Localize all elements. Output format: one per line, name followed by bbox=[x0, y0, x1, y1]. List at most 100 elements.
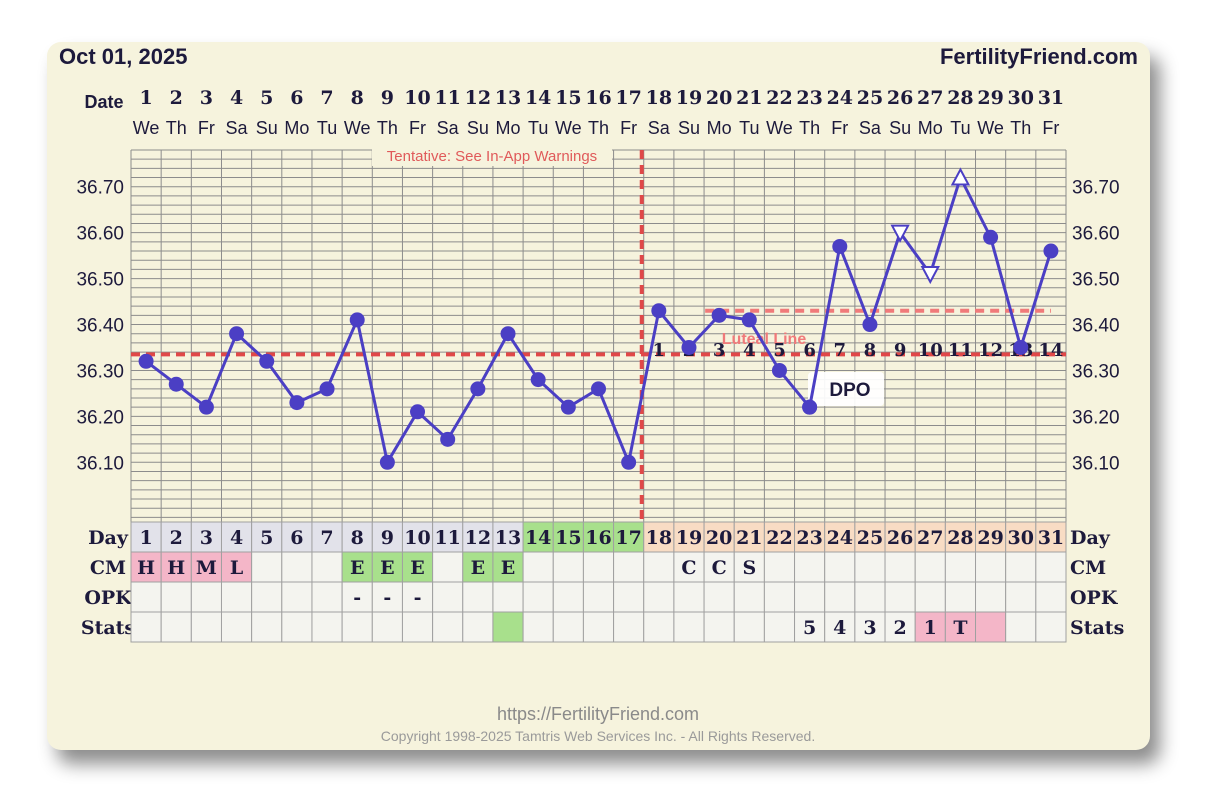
cm-value: C bbox=[681, 557, 696, 579]
temperature-point-open[interactable] bbox=[890, 224, 910, 243]
date-number: 20 bbox=[706, 87, 732, 109]
temperature-point[interactable] bbox=[591, 381, 606, 397]
dpo-number: 5 bbox=[773, 340, 786, 361]
weekday-label: We bbox=[977, 118, 1004, 138]
row-label-right-cm: CM bbox=[1070, 557, 1106, 579]
y-tick-left: 36.50 bbox=[76, 270, 124, 291]
opk-cell bbox=[462, 581, 494, 613]
temperature-point-open[interactable] bbox=[920, 266, 940, 285]
temperature-point[interactable] bbox=[711, 307, 727, 323]
temperature-point[interactable] bbox=[983, 229, 999, 245]
cm-cell bbox=[371, 551, 403, 583]
temperature-point[interactable] bbox=[470, 381, 486, 397]
dpo-number: 4 bbox=[743, 340, 756, 361]
temperature-point[interactable] bbox=[168, 376, 184, 392]
opk-cell bbox=[703, 581, 735, 613]
temperature-point[interactable] bbox=[560, 399, 576, 415]
day-value: 17 bbox=[615, 527, 641, 549]
stats-cell bbox=[673, 611, 705, 643]
temperature-point[interactable] bbox=[681, 339, 697, 355]
temperature-point[interactable] bbox=[440, 431, 456, 447]
temperature-point[interactable] bbox=[530, 372, 546, 388]
weekday-label: Sa bbox=[648, 118, 671, 138]
temperature-point[interactable] bbox=[832, 238, 848, 254]
day-cell bbox=[341, 521, 373, 553]
temperature-point[interactable] bbox=[259, 353, 275, 369]
opk-cell bbox=[673, 581, 705, 613]
temperature-point[interactable] bbox=[138, 353, 154, 369]
weekday-label: Tu bbox=[950, 118, 970, 138]
temperature-point[interactable] bbox=[319, 381, 335, 397]
temperature-point[interactable] bbox=[379, 454, 395, 470]
y-tick-left: 36.40 bbox=[76, 316, 124, 337]
temperature-point[interactable] bbox=[771, 362, 787, 378]
row-label-right-opk: OPK bbox=[1070, 587, 1119, 609]
cm-cell bbox=[1035, 551, 1067, 583]
temperature-point[interactable] bbox=[802, 399, 818, 415]
day-cell bbox=[160, 521, 192, 553]
opk-cell bbox=[884, 581, 916, 613]
temperature-point[interactable] bbox=[229, 326, 245, 342]
weekday-label: Sa bbox=[226, 118, 249, 138]
temperature-point[interactable] bbox=[621, 454, 637, 470]
day-value: 22 bbox=[766, 527, 792, 549]
cm-value: H bbox=[167, 557, 185, 579]
temperature-point[interactable] bbox=[289, 395, 305, 411]
weekday-label: Su bbox=[678, 118, 700, 138]
stats-cell bbox=[582, 611, 615, 643]
cm-value: E bbox=[410, 557, 424, 579]
opk-cell bbox=[251, 581, 283, 613]
opk-cell bbox=[613, 581, 645, 613]
stats-value: T bbox=[953, 617, 967, 639]
tentative-bg bbox=[372, 144, 612, 166]
day-value: 19 bbox=[676, 527, 702, 549]
cm-cell bbox=[190, 551, 222, 583]
day-value: 26 bbox=[887, 527, 913, 549]
row-label-left-day: Day bbox=[88, 527, 129, 549]
weekday-label: We bbox=[133, 118, 160, 138]
temperature-point[interactable] bbox=[1043, 243, 1059, 259]
temperature-point[interactable] bbox=[651, 303, 667, 319]
row-label-right-stats: Stats bbox=[1070, 617, 1124, 639]
day-cell bbox=[1035, 521, 1067, 553]
temperature-point[interactable] bbox=[500, 326, 516, 342]
weekday-label: Fr bbox=[409, 118, 426, 138]
temperature-point[interactable] bbox=[862, 317, 878, 333]
stats-value: 5 bbox=[803, 617, 816, 639]
stats-cell bbox=[432, 611, 464, 643]
day-cell bbox=[733, 521, 765, 553]
temperature-point[interactable] bbox=[1013, 339, 1029, 355]
weekday-label: We bbox=[555, 118, 582, 138]
cm-cell bbox=[975, 551, 1007, 583]
stats-cell bbox=[975, 611, 1007, 643]
y-tick-right: 36.20 bbox=[1072, 407, 1120, 428]
temperature-point[interactable] bbox=[741, 312, 757, 328]
dpo-number: 1 bbox=[653, 340, 666, 361]
day-value: 10 bbox=[404, 527, 430, 549]
date-number: 9 bbox=[381, 87, 394, 109]
weekday-label: Th bbox=[799, 118, 820, 138]
footer-url[interactable]: https://FertilityFriend.com bbox=[496, 704, 700, 724]
day-value: 7 bbox=[320, 527, 333, 549]
date-number: 15 bbox=[555, 87, 581, 109]
day-cell bbox=[281, 521, 313, 553]
cm-cell bbox=[613, 551, 645, 583]
site-name[interactable]: FertilityFriend.com bbox=[939, 44, 1138, 69]
day-value: 1 bbox=[139, 527, 152, 549]
stats-cell bbox=[462, 611, 494, 643]
temperature-point-open[interactable] bbox=[950, 167, 971, 186]
temperature-point[interactable] bbox=[198, 399, 214, 415]
y-tick-left: 36.20 bbox=[76, 407, 124, 428]
cm-cell bbox=[854, 551, 886, 583]
weekday-label: Mo bbox=[918, 118, 943, 138]
date-number: 2 bbox=[170, 87, 183, 109]
cm-cell bbox=[582, 551, 615, 583]
temperature-point[interactable] bbox=[410, 404, 426, 420]
date-number: 22 bbox=[766, 87, 792, 109]
stats-cell bbox=[220, 611, 253, 643]
row-label-left-cm: CM bbox=[90, 557, 126, 579]
date-number: 29 bbox=[977, 87, 1003, 109]
dpo-number: 14 bbox=[1038, 340, 1063, 361]
temperature-point[interactable] bbox=[349, 312, 365, 328]
